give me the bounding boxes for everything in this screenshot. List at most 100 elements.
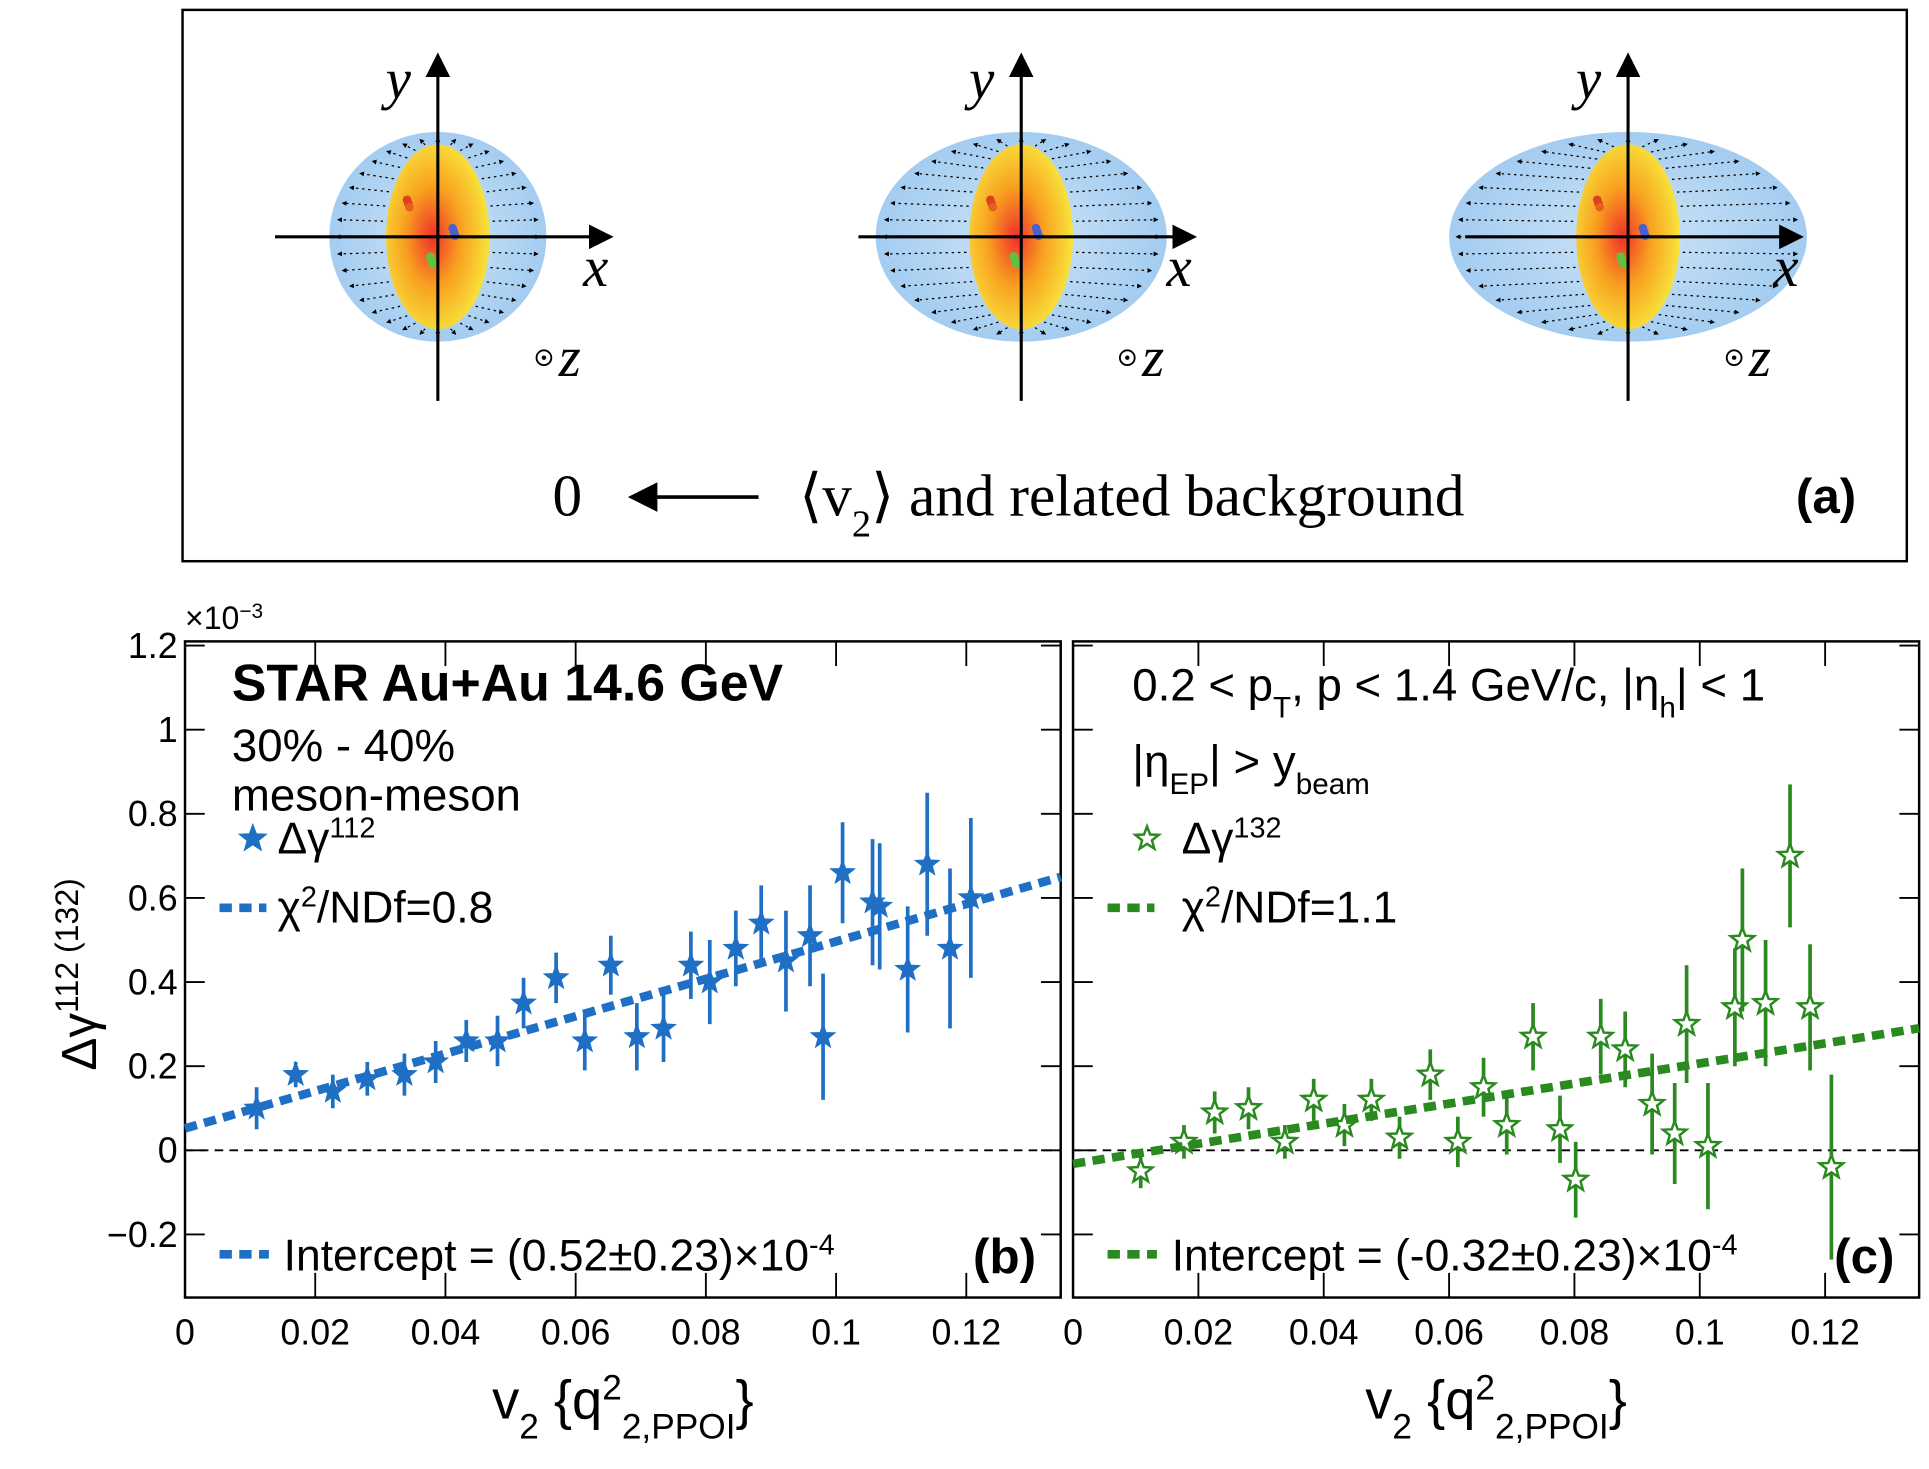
data-point — [1610, 1033, 1641, 1063]
flow-arrow — [883, 251, 973, 257]
x-tick-label: 0.1 — [811, 1312, 861, 1352]
data-point — [1637, 1088, 1668, 1117]
flow-arrow — [1644, 142, 1688, 154]
flow-arrow — [480, 185, 527, 194]
data-point — [597, 951, 625, 977]
fit-line — [183, 872, 1062, 1133]
data-point — [623, 1022, 651, 1049]
flow-arrow — [349, 280, 396, 289]
y-axis-title-part: Δγ — [52, 1013, 107, 1071]
flow-arrow — [972, 142, 1005, 154]
flow-arrow — [1457, 251, 1580, 257]
data-point — [542, 963, 570, 990]
annotation: meson-meson — [232, 769, 521, 820]
flow-arrow — [1063, 280, 1143, 289]
data-point — [1125, 1155, 1156, 1185]
y-multiplier-part: ×10 — [185, 600, 239, 636]
flow-arrow — [462, 313, 490, 324]
intercept-label-part: Intercept = (0.52±0.23)×10 — [284, 1231, 809, 1280]
y-axis-title: Δγ112 (132) — [49, 878, 107, 1070]
x-axis-title-part: v — [1365, 1370, 1392, 1430]
particle — [1011, 259, 1021, 269]
flow-arrow — [484, 200, 535, 208]
data-point — [1692, 1130, 1724, 1159]
legend-label-part: χ — [1182, 884, 1205, 933]
data-point — [1750, 987, 1781, 1016]
x-tick-label: 0 — [175, 1312, 195, 1352]
y-tick-label: 0 — [158, 1131, 178, 1171]
annotation: STAR Au+Au 14.6 GeV — [232, 654, 784, 712]
panel-label: (c) — [1834, 1229, 1894, 1284]
data-point — [913, 850, 941, 876]
annotation: 0.2 < pT, p < 1.4 GeV/c, |ηh| < 1 — [1132, 660, 1765, 724]
legend-label-part: /NDf=1.1 — [1221, 884, 1397, 933]
x-axis-title-part: } — [736, 1370, 754, 1430]
legend-label-part: 2 — [1205, 882, 1221, 914]
data-point — [571, 1026, 599, 1053]
x-tick-label: 0.08 — [1540, 1312, 1610, 1352]
out-of-plane-dot — [541, 355, 547, 360]
data-point — [1233, 1092, 1264, 1122]
legend-label-part: Δγ — [1182, 815, 1235, 864]
data-point — [1518, 1020, 1549, 1050]
x-axis-title-part: 2 — [602, 1368, 622, 1407]
flow-arrow — [890, 266, 975, 273]
data-point — [1727, 924, 1758, 953]
x-axis-title: v2 {q22,PPOI} — [492, 1368, 754, 1446]
flow-arrow — [1659, 159, 1740, 170]
flow-arrow — [1652, 313, 1715, 325]
x-tick-label: 0.06 — [1414, 1312, 1484, 1352]
data-point — [894, 955, 922, 981]
y-tick-label: 0.8 — [128, 794, 178, 834]
flow-arrow — [1541, 149, 1604, 161]
legend-label: χ2/NDf=0.8 — [278, 882, 494, 933]
x-axis-title-part: {q — [1412, 1370, 1475, 1430]
flow-arrow — [1670, 280, 1778, 289]
caption-part: ⟩ and related background — [871, 463, 1464, 529]
annotation-part: |η — [1132, 736, 1169, 787]
flow-arrow — [1597, 323, 1620, 335]
x-tick-label: 0.04 — [1289, 1312, 1359, 1352]
diagram-frame — [181, 8, 1909, 563]
legend-swatch — [237, 822, 268, 852]
data-point — [1269, 1126, 1301, 1155]
data-point — [1298, 1083, 1329, 1113]
flow-arrow — [1597, 138, 1620, 150]
x-tick-label: 0.06 — [541, 1312, 611, 1352]
flow-arrow — [972, 319, 1005, 331]
y-multiplier-part: −3 — [239, 600, 263, 623]
flow-arrow — [486, 217, 539, 223]
data-point — [1560, 1163, 1591, 1193]
panel-label: (a) — [1796, 469, 1856, 524]
flow-arrow — [1568, 142, 1612, 154]
annotation: 30% - 40% — [232, 720, 455, 771]
intercept-label-part: Intercept = (-0.32±0.23)×10 — [1172, 1231, 1712, 1280]
flow-arrow — [1058, 293, 1129, 303]
x-tick-label: 0.12 — [932, 1312, 1002, 1352]
flow-arrow — [480, 280, 527, 289]
flow-arrow — [337, 251, 390, 257]
charts: −0.2 0 0.2 0.4 0.6 0.8 1 1.2 0 0.02 0.04 0.06 0.08 0.… — [49, 600, 1921, 1446]
annotation-part: EP — [1169, 768, 1209, 801]
axis-label: x — [1166, 236, 1192, 299]
annotation-part: | > y — [1209, 736, 1296, 787]
caption-zero: 0 — [553, 463, 583, 529]
flow-arrow — [1652, 149, 1715, 161]
axis-label: y — [964, 49, 995, 112]
flow-arrow — [1478, 280, 1586, 289]
data-point — [1442, 1126, 1473, 1155]
x-axis-title: v2 {q22,PPOI} — [1365, 1368, 1627, 1446]
caption: ⟨v2⟩ and related background — [799, 463, 1464, 546]
data-point — [1384, 1121, 1415, 1151]
data-point — [510, 989, 537, 1015]
flow-arrow — [1037, 142, 1070, 154]
annotation-part: STAR Au+Au 14.6 GeV — [232, 654, 784, 712]
flow-arrow — [914, 171, 984, 181]
axis-label: z — [1141, 326, 1164, 389]
fit-line — [1072, 1024, 1920, 1169]
y-axis-title-part: 112 (132) — [49, 878, 85, 1013]
flow-arrow — [1465, 200, 1582, 208]
data-point — [1168, 1126, 1200, 1155]
data-point — [677, 951, 705, 977]
flow-arrow — [475, 293, 517, 303]
